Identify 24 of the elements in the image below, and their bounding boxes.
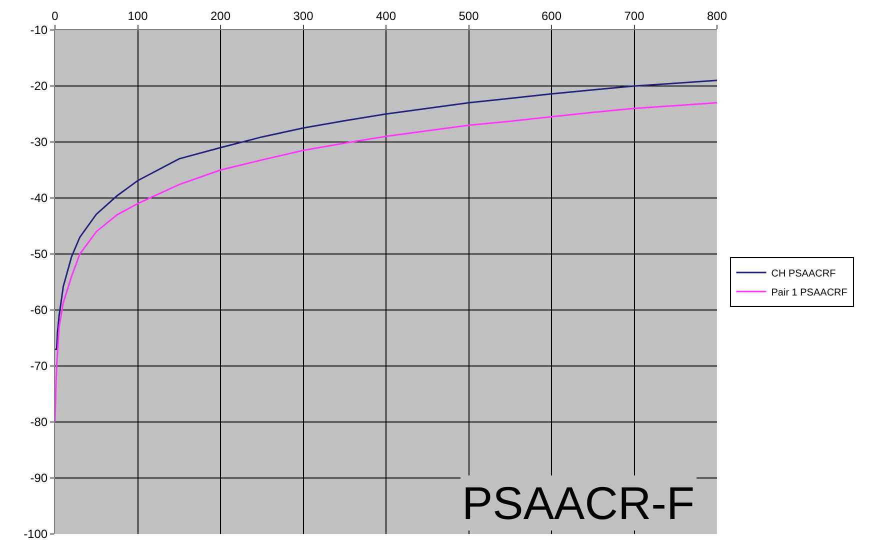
y-tick-label: -20 [30, 79, 48, 94]
y-tick-label: -90 [30, 471, 48, 486]
y-tick-label: -10 [30, 23, 48, 38]
y-tick-label: -80 [30, 415, 48, 430]
y-tick-label: -70 [30, 359, 48, 374]
x-tick-label: 0 [52, 9, 59, 24]
legend-label: Pair 1 PSAACRF [771, 287, 848, 298]
annotation: PSAACR-F [462, 477, 695, 529]
y-tick-label: -100 [24, 527, 48, 542]
x-tick-label: 300 [293, 9, 314, 24]
x-tick-label: 400 [376, 9, 396, 24]
line-series [55, 102, 717, 423]
legend-label: CH PSAACRF [771, 268, 836, 280]
x-tick-label: 500 [458, 9, 480, 24]
y-tick-label: -30 [30, 135, 48, 150]
line-series [55, 80, 717, 350]
y-tick-label: -50 [30, 247, 48, 262]
x-tick-label: 100 [128, 9, 148, 24]
x-tick-label: 700 [624, 9, 645, 24]
x-tick-label: 600 [541, 9, 562, 24]
y-tick-label: -40 [30, 191, 48, 206]
x-tick-label: 800 [706, 9, 728, 24]
y-tick-label: -60 [30, 303, 48, 318]
x-tick-label: 200 [210, 9, 231, 24]
